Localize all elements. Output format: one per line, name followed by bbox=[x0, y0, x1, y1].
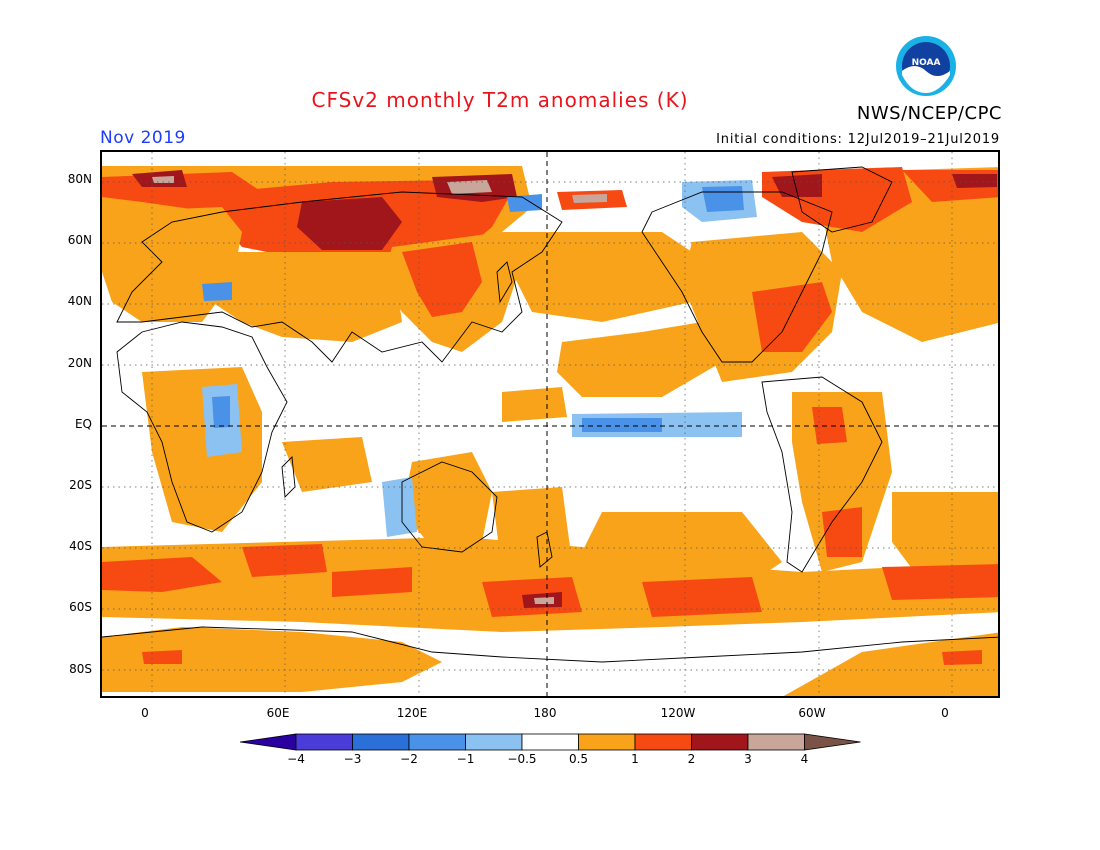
agency-label: NWS/NCEP/CPC bbox=[856, 103, 1002, 124]
coast-africa bbox=[116, 321, 288, 533]
warm-area-arctic-east-core bbox=[952, 174, 997, 188]
lon-label-120w: 120W bbox=[660, 706, 696, 720]
colorbar-label: 3 bbox=[744, 752, 752, 766]
warm-area-siberia-core bbox=[297, 197, 402, 250]
map-title: CFSv2 monthly T2m anomalies (K) bbox=[311, 88, 689, 112]
warm-area-arctic-west-core bbox=[152, 176, 174, 183]
coast-greenland bbox=[791, 166, 893, 233]
warm-area-australia bbox=[402, 452, 492, 547]
colorbar-box bbox=[578, 733, 636, 751]
anomaly-map-canvas bbox=[102, 152, 998, 696]
coast-north-america bbox=[641, 191, 833, 363]
cool-area-caspian bbox=[202, 282, 232, 301]
warm-area-greenland-core bbox=[772, 174, 822, 197]
coast-south-america bbox=[761, 376, 883, 573]
colorbar-box bbox=[352, 733, 410, 751]
cool-area-alaska bbox=[507, 194, 542, 212]
warm-area-southern-ocean-west bbox=[102, 557, 222, 592]
coastlines bbox=[102, 166, 998, 663]
lon-label-60e: 60E bbox=[266, 706, 290, 720]
warm-area-antarctica-east-core bbox=[942, 650, 982, 665]
warm-area-patagonia bbox=[822, 507, 862, 557]
lon-label-120e: 120E bbox=[396, 706, 428, 720]
coast-madagascar bbox=[281, 456, 296, 498]
warm-area-us-east bbox=[752, 282, 832, 352]
warm-area-pacific-subtropic bbox=[557, 322, 722, 397]
coast-new-zealand bbox=[536, 531, 553, 568]
warm-area-southern-ocean-pacific-peak bbox=[534, 597, 554, 604]
colorbar-label: 2 bbox=[687, 752, 696, 766]
colorbar-box bbox=[747, 733, 805, 751]
cool-area-east-africa-core bbox=[212, 396, 230, 428]
anomaly-fills bbox=[102, 166, 998, 696]
warm-area-antarctica-west-core bbox=[142, 650, 182, 664]
colorbar-label: −2 bbox=[400, 752, 418, 766]
lat-label-80n: 80N bbox=[67, 172, 92, 186]
lat-label-60n: 60N bbox=[67, 233, 92, 247]
warm-area-east-asia-core bbox=[402, 242, 482, 317]
lon-label-180: 180 bbox=[533, 706, 557, 720]
lat-label-eq: EQ bbox=[74, 417, 92, 431]
lon-label-0-east: 0 bbox=[941, 706, 949, 720]
colorbar-box bbox=[408, 733, 466, 751]
lat-label-80s: 80S bbox=[69, 662, 92, 676]
cool-area-canada-arctic-core bbox=[702, 186, 744, 212]
lon-label-60w: 60W bbox=[798, 706, 826, 720]
colorbar-cap-low bbox=[239, 733, 297, 751]
warm-area-southern-ocean-east bbox=[642, 577, 762, 617]
warm-area-north-pacific bbox=[502, 232, 692, 322]
warm-area-south-atlantic bbox=[892, 492, 998, 582]
colorbar-label: 0.5 bbox=[568, 752, 589, 766]
lon-label-0-west: 0 bbox=[141, 706, 149, 720]
warm-area-arctic-peak-2 bbox=[447, 180, 492, 194]
colorbar-box bbox=[295, 733, 353, 751]
colorbar-label: 4 bbox=[800, 752, 809, 766]
warm-area-west-pacific-eq bbox=[502, 387, 567, 422]
anomaly-map bbox=[100, 150, 1000, 698]
warm-area-southern-ocean-atlantic bbox=[242, 544, 327, 577]
warm-area-southern-ocean-far-east bbox=[882, 564, 998, 600]
warm-area-amazon-core bbox=[812, 407, 847, 444]
noaa-logo: NOAA bbox=[895, 35, 957, 97]
colorbar-label: −0.5 bbox=[507, 752, 537, 766]
colorbar-box bbox=[465, 733, 523, 751]
lat-label-40n: 40N bbox=[67, 294, 92, 308]
warm-area-southern-ocean-indian bbox=[332, 567, 412, 597]
lat-label-20s: 20S bbox=[69, 478, 92, 492]
colorbar-box bbox=[691, 733, 749, 751]
colorbar-cap-high bbox=[804, 733, 861, 751]
warm-area-bering-core bbox=[572, 194, 607, 203]
lat-label-40s: 40S bbox=[69, 539, 92, 553]
colorbar bbox=[239, 733, 862, 755]
cool-area-west-australia bbox=[382, 477, 417, 537]
coast-australia bbox=[401, 461, 498, 553]
warm-area-antarctica bbox=[102, 627, 442, 692]
noaa-logo-text: NOAA bbox=[912, 58, 941, 68]
colorbar-label: −3 bbox=[343, 752, 362, 766]
forecast-period: Nov 2019 bbox=[100, 128, 186, 148]
lat-label-20n: 20N bbox=[67, 356, 92, 370]
warm-area-antarctica-east bbox=[783, 632, 998, 696]
colorbar-label: −1 bbox=[456, 752, 475, 766]
warm-area-indian-ocean bbox=[282, 437, 372, 492]
warm-area-central-asia bbox=[212, 252, 402, 342]
colorbar-label: 1 bbox=[631, 752, 639, 766]
coast-japan bbox=[496, 261, 513, 304]
colorbar-box bbox=[521, 733, 579, 751]
lat-label-60s: 60S bbox=[69, 600, 92, 614]
cool-area-central-pacific-core bbox=[582, 418, 662, 432]
initial-conditions: Initial conditions: 12Jul2019–21Jul2019 bbox=[716, 132, 1000, 147]
colorbar-label: −4 bbox=[287, 752, 305, 766]
gridlines bbox=[102, 152, 998, 696]
colorbar-box bbox=[634, 733, 692, 751]
coast-antarctica bbox=[102, 626, 998, 663]
coast-europe-asia bbox=[116, 191, 563, 363]
